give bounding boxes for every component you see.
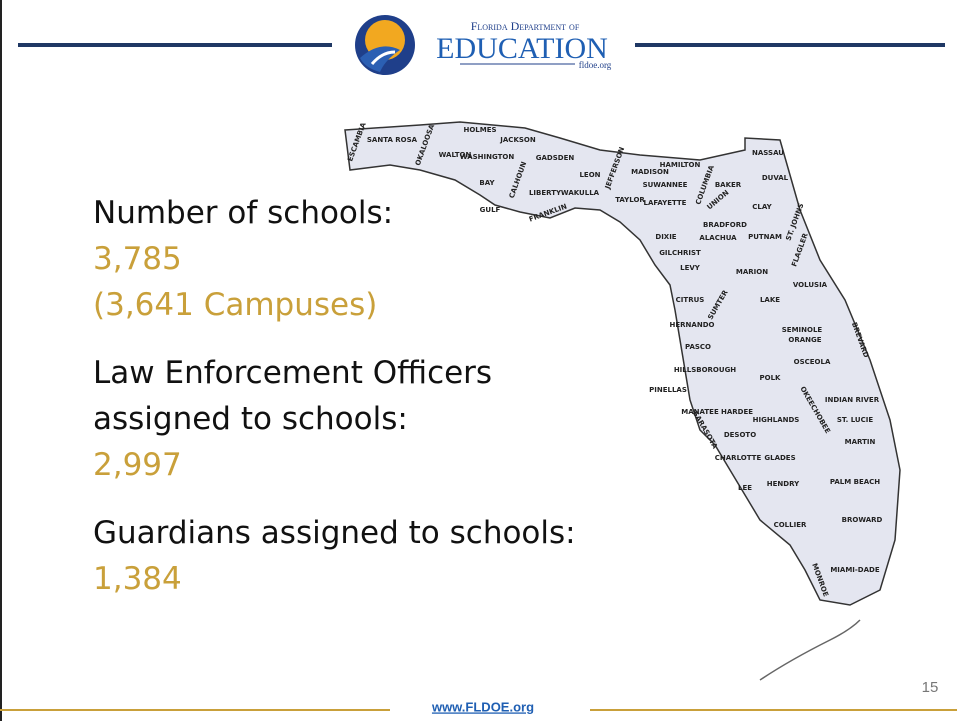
county-label: OSCEOLA: [794, 358, 831, 366]
county-label: WAKULLA: [561, 189, 600, 197]
county-label: DESOTO: [724, 431, 756, 439]
county-label: PINELLAS: [649, 386, 687, 394]
stats: Number of schools: 3,785 (3,641 Campuses…: [93, 190, 576, 602]
county-label: DIXIE: [655, 233, 676, 241]
logo: Florida Department of EDUCATION fldoe.or…: [355, 15, 612, 75]
county-label: HIGHLANDS: [753, 416, 800, 424]
county-label: LIBERTY: [529, 189, 562, 197]
county-label: POLK: [760, 374, 782, 382]
label: Law Enforcement Officers: [93, 355, 493, 391]
county-label: BAKER: [715, 181, 742, 189]
county-label: LEVY: [680, 264, 701, 272]
county-label: SUWANNEE: [643, 181, 688, 189]
county-label: HOLMES: [463, 126, 496, 134]
county-label: HAMILTON: [660, 161, 701, 169]
county-label: LEE: [738, 484, 752, 492]
county-label: PASCO: [685, 343, 711, 351]
county-label: PUTNAM: [748, 233, 782, 241]
keys: [759, 619, 861, 681]
florida-map: [344, 121, 901, 606]
county-label: MARTIN: [845, 438, 876, 446]
label: Number of schools:: [93, 195, 394, 231]
county-label: HILLSBOROUGH: [674, 366, 736, 374]
county-label: GULF: [480, 206, 501, 214]
org-line: Florida Department of: [471, 19, 580, 33]
county-label: LAKE: [760, 296, 780, 304]
county-label: LAFAYETTE: [644, 199, 687, 207]
county-label: NASSAU: [752, 149, 784, 157]
county-label: DUVAL: [762, 174, 789, 182]
county-label: MANATEE: [681, 408, 719, 416]
value: 2,997: [93, 447, 182, 483]
county-label: GLADES: [764, 454, 795, 462]
county-label: ORANGE: [788, 336, 821, 344]
county-label: ST. LUCIE: [837, 416, 873, 424]
footer-url: www.FLDOE.org: [431, 699, 534, 714]
county-label: COLLIER: [774, 521, 807, 529]
note: (3,641 Campuses): [93, 287, 378, 323]
county-label: HENDRY: [767, 480, 800, 488]
label: assigned to schools:: [93, 401, 408, 437]
county-label: PALM BEACH: [830, 478, 880, 486]
county-label: BAY: [479, 179, 495, 187]
county-label: WASHINGTON: [460, 153, 515, 161]
county-label: CHARLOTTE: [715, 454, 762, 462]
county-label: INDIAN RIVER: [825, 396, 880, 404]
org-url: fldoe.org: [579, 60, 612, 70]
value: 3,785: [93, 241, 182, 277]
value: 1,384: [93, 561, 182, 597]
county-label: WALTON: [439, 151, 472, 159]
county-label: MARION: [736, 268, 768, 276]
county-label: HERNANDO: [670, 321, 715, 329]
label: Guardians assigned to schools:: [93, 515, 576, 551]
county-label: CITRUS: [676, 296, 705, 304]
county-label: SEMINOLE: [782, 326, 823, 334]
county-label: HARDEE: [721, 408, 753, 416]
county-label: MIAMI-DADE: [830, 566, 880, 574]
county-label: CLAY: [752, 203, 772, 211]
county-label: JACKSON: [499, 136, 536, 144]
org-name: EDUCATION: [436, 32, 608, 65]
county-label: GILCHRIST: [659, 249, 701, 257]
county-label: ALACHUA: [699, 234, 737, 242]
page-number: 15: [922, 679, 939, 696]
county-label: GADSDEN: [536, 154, 575, 162]
county-label: BROWARD: [842, 516, 883, 524]
county-label: MADISON: [631, 168, 669, 176]
county-label: TAYLOR: [615, 196, 645, 204]
county-label: SANTA ROSA: [367, 136, 418, 144]
county-label: BRADFORD: [703, 221, 747, 229]
county-label: LEON: [579, 171, 600, 179]
county-label: VOLUSIA: [793, 281, 828, 289]
